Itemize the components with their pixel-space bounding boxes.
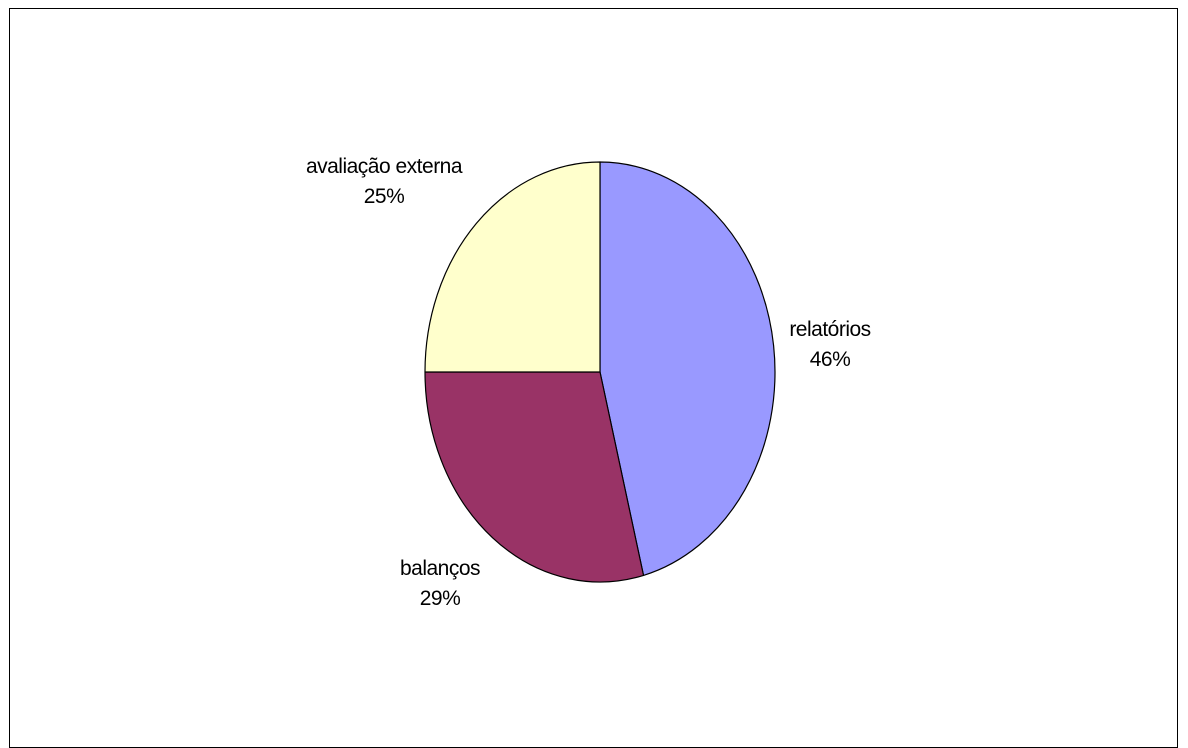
slice-label-2: balanços [400,557,480,580]
slice-label-3: avaliação externa [306,155,463,178]
pie-slice-3 [424,161,601,373]
pie-chart: relatórios 46% balanços 29% avaliação extern… [306,155,871,610]
pie-slice-2 [424,371,645,583]
pie-slice-1 [599,161,776,576]
slice-value-label-1: 46% [810,348,851,371]
slice-value-label-2: 29% [420,587,461,610]
slice-value-label-3: 25% [364,185,405,208]
slice-label-1: relatórios [789,318,870,341]
